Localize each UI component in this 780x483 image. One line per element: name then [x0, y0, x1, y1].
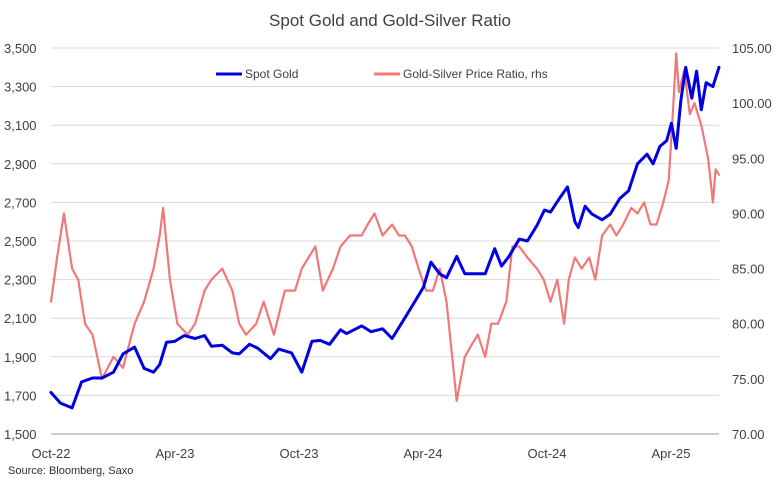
left-tick-label: 3,100 [4, 118, 37, 133]
legend: Spot Gold Gold-Silver Price Ratio, rhs [216, 67, 548, 81]
left-tick-label: 2,100 [4, 311, 37, 326]
plot-lines [49, 52, 721, 410]
left-axis: 1,500 1,700 1,900 2,100 2,300 2,500 2,700 2,900… [4, 41, 37, 442]
left-tick-label: 2,500 [4, 234, 37, 249]
right-tick-label: 90.00 [732, 206, 765, 221]
left-tick-label: 3,500 [4, 41, 37, 56]
right-tick-label: 95.00 [732, 151, 765, 166]
right-tick-label: 75.00 [732, 372, 765, 387]
x-tick-label: Oct-24 [527, 446, 566, 461]
left-tick-label: 3,300 [4, 80, 37, 95]
legend-label-gold-silver-ratio: Gold-Silver Price Ratio, rhs [403, 67, 548, 81]
right-tick-label: 70.00 [732, 427, 765, 442]
right-tick-label: 105.00 [732, 41, 772, 56]
left-tick-label: 1,900 [4, 350, 37, 365]
right-tick-label: 80.00 [732, 317, 765, 332]
source-note: Source: Bloomberg, Saxo [8, 465, 133, 477]
x-axis: Oct-22 Apr-23 Oct-23 Apr-24 Oct-24 Apr-25 [31, 446, 690, 461]
left-tick-label: 2,700 [4, 195, 37, 210]
right-tick-label: 85.00 [732, 262, 765, 277]
right-tick-label: 100.00 [732, 96, 772, 111]
x-tick-label: Apr-23 [155, 446, 194, 461]
gridlines [51, 47, 719, 435]
legend-label-spot-gold: Spot Gold [245, 67, 298, 81]
x-tick-label: Apr-24 [403, 446, 442, 461]
series-line-gold-silver-ratio [49, 52, 721, 402]
left-tick-label: 1,500 [4, 427, 37, 442]
x-tick-label: Apr-25 [651, 446, 690, 461]
series-line-spot-gold [49, 65, 721, 410]
chart-title: Spot Gold and Gold-Silver Ratio [269, 11, 511, 30]
left-tick-label: 2,900 [4, 157, 37, 172]
right-axis: 70.00 75.00 80.00 85.00 90.00 95.00 100.00 105.… [732, 41, 772, 442]
left-tick-label: 2,300 [4, 273, 37, 288]
left-tick-label: 1,700 [4, 388, 37, 403]
x-tick-label: Oct-23 [279, 446, 318, 461]
x-tick-label: Oct-22 [31, 446, 70, 461]
